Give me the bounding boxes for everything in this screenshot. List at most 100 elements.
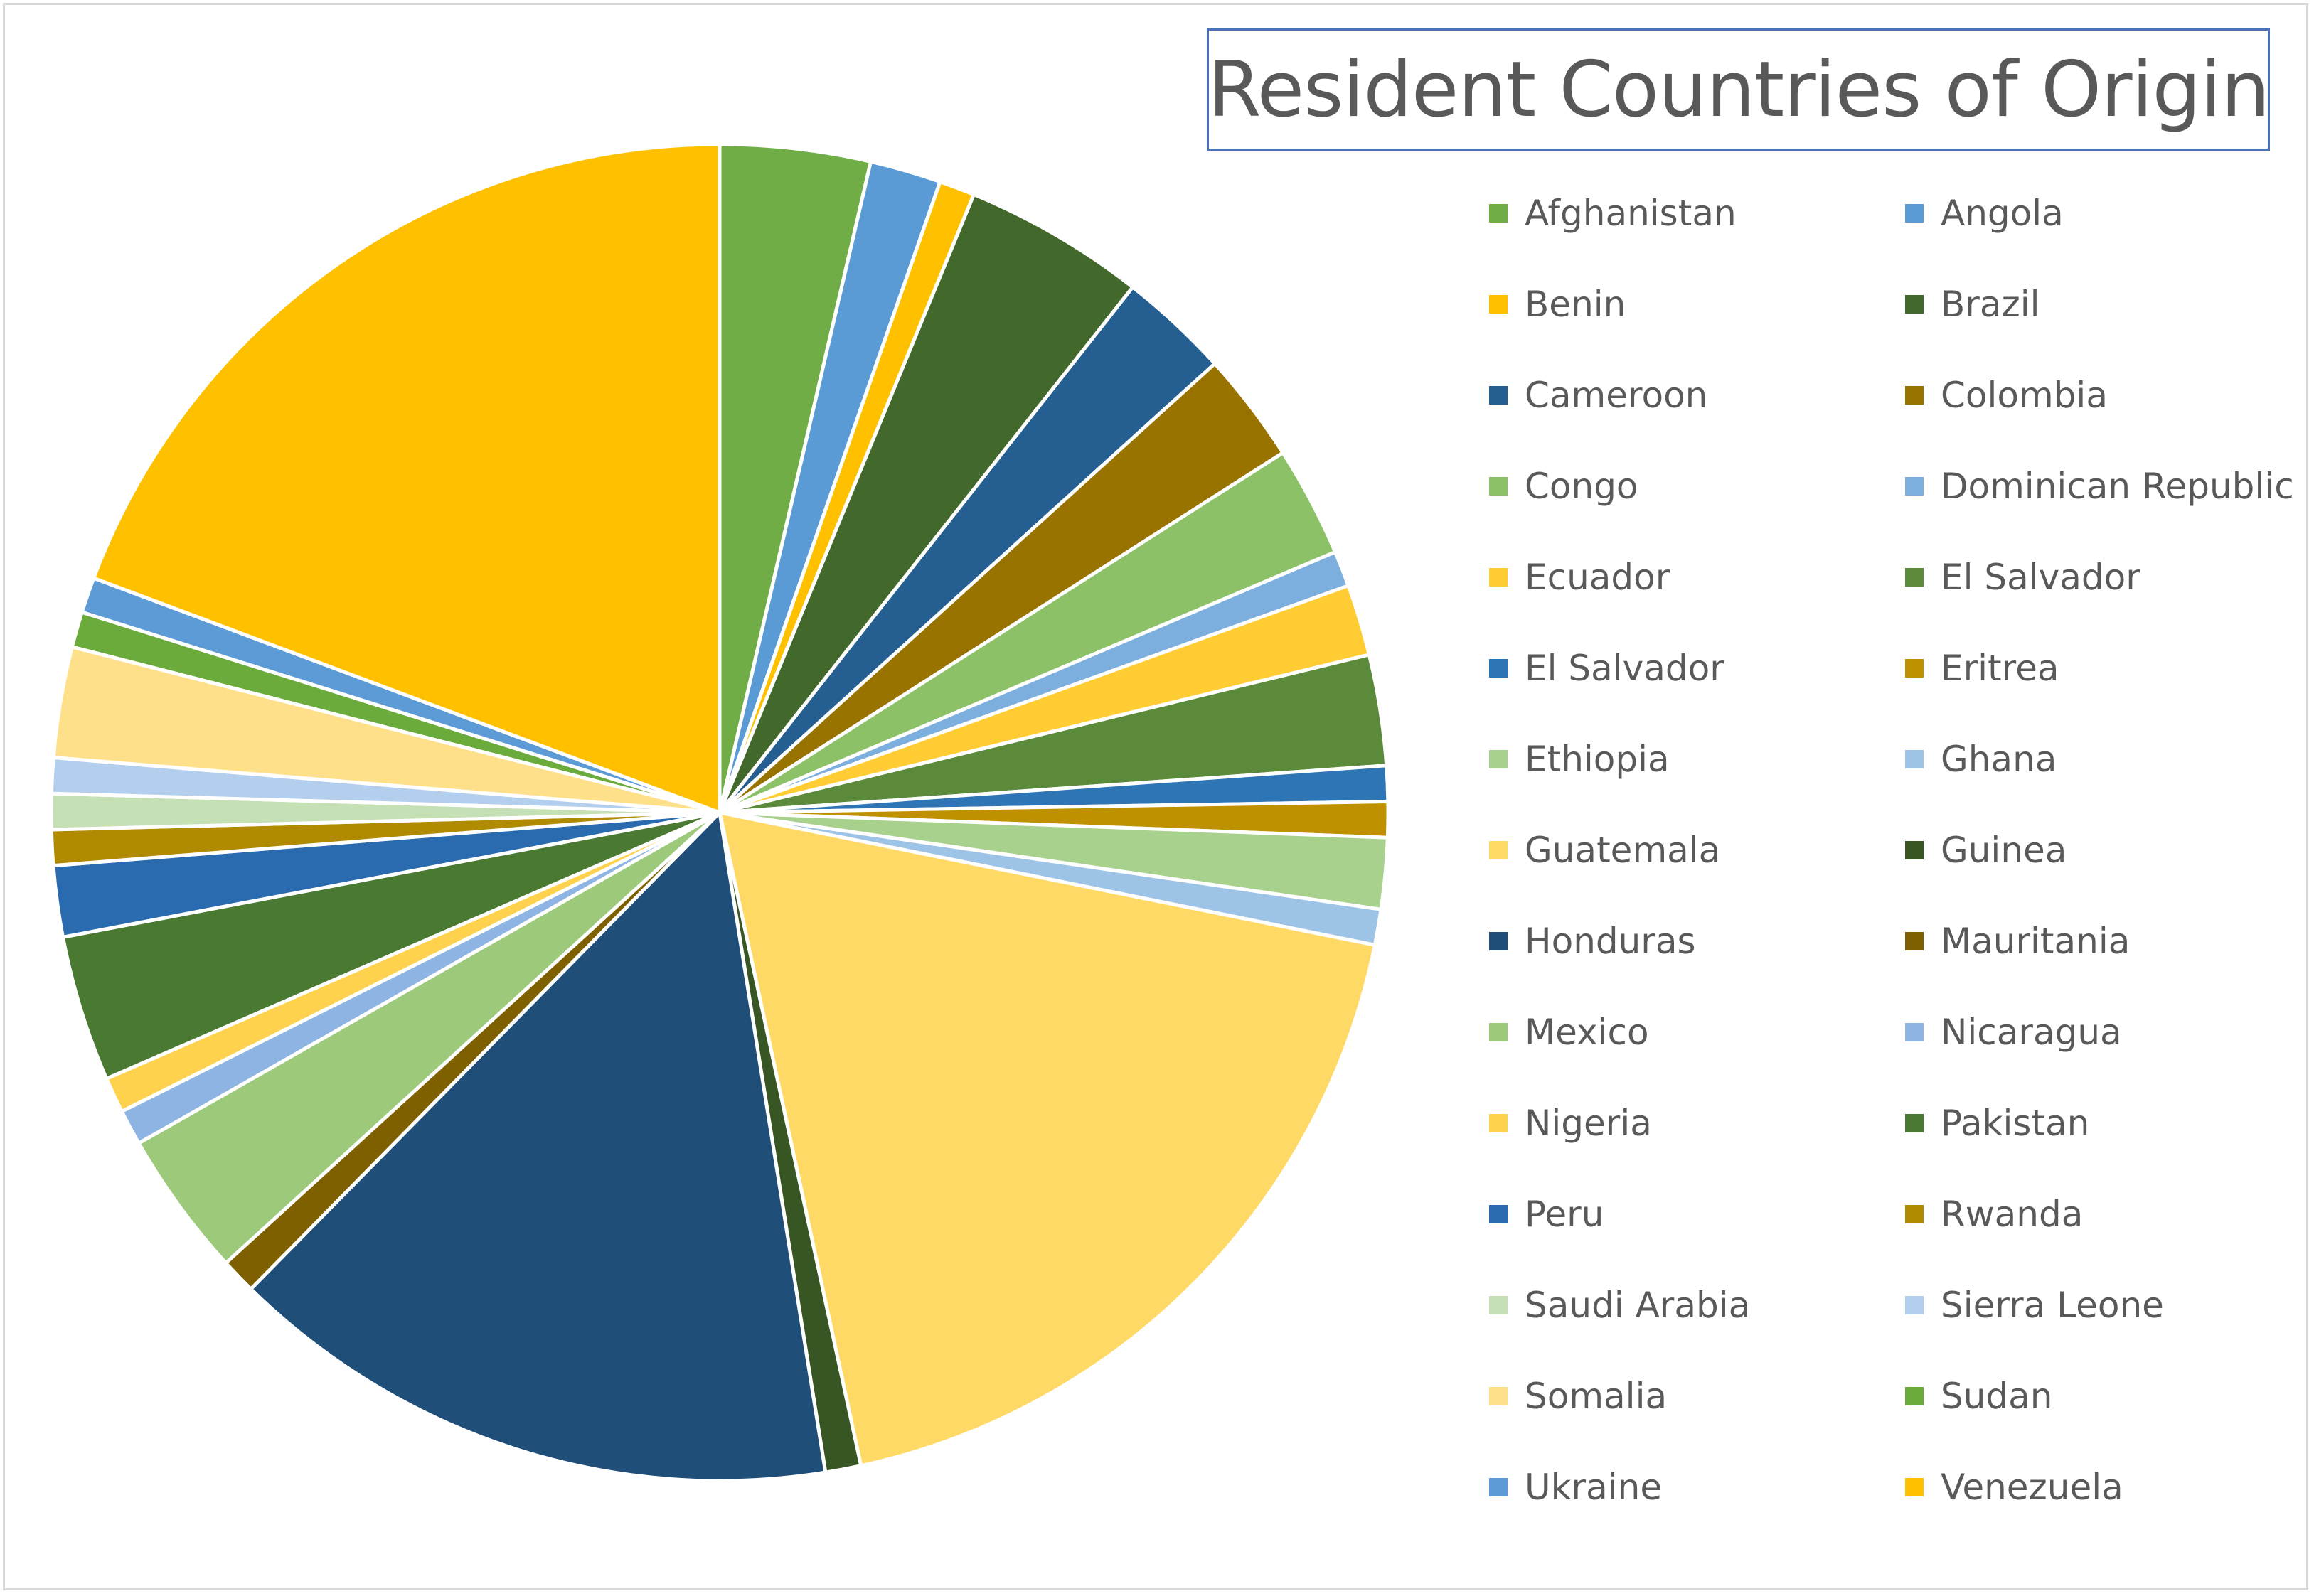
legend-swatch bbox=[1905, 204, 1924, 223]
legend-swatch bbox=[1489, 204, 1508, 223]
legend-label: Guinea bbox=[1941, 830, 2067, 871]
legend-label: Nigeria bbox=[1525, 1103, 1652, 1144]
legend-swatch bbox=[1489, 477, 1508, 496]
legend-swatch bbox=[1905, 1114, 1924, 1132]
legend-swatch bbox=[1905, 295, 1924, 314]
legend-swatch bbox=[1489, 841, 1508, 859]
pie-slices bbox=[49, 142, 1390, 1483]
legend-swatch bbox=[1489, 659, 1508, 678]
legend-item: Eritrea bbox=[1905, 643, 2059, 693]
chart-title: Resident Countries of Origin bbox=[1207, 45, 2269, 134]
legend-item: Guinea bbox=[1905, 825, 2067, 875]
legend-swatch bbox=[1905, 1205, 1924, 1223]
legend-swatch bbox=[1489, 1478, 1508, 1496]
pie-slice-brazil-3 bbox=[718, 193, 1135, 815]
legend-item: Pakistan bbox=[1905, 1098, 2089, 1148]
legend-swatch bbox=[1489, 386, 1508, 405]
legend-item: Mexico bbox=[1489, 1007, 1649, 1057]
legend-label: Afghanistan bbox=[1525, 193, 1737, 234]
pie-slice-pakistan-21 bbox=[60, 810, 722, 1081]
pie-slice-mexico-18 bbox=[137, 810, 722, 1265]
legend-item: Sudan bbox=[1905, 1371, 2053, 1421]
legend-swatch bbox=[1489, 568, 1508, 587]
legend-item: Congo bbox=[1489, 461, 1638, 511]
legend-label: Angola bbox=[1941, 193, 2064, 234]
legend-swatch bbox=[1489, 1114, 1508, 1132]
legend-item: Nigeria bbox=[1489, 1098, 1652, 1148]
legend-item: Venezuela bbox=[1905, 1462, 2123, 1512]
legend-label: Nicaragua bbox=[1941, 1012, 2122, 1053]
legend-label: Benin bbox=[1525, 284, 1626, 325]
legend-swatch bbox=[1489, 750, 1508, 768]
legend-item: Saudi Arabia bbox=[1489, 1280, 1750, 1330]
legend-item: El Salvador bbox=[1905, 552, 2140, 602]
legend-swatch bbox=[1905, 932, 1924, 950]
legend-item: Somalia bbox=[1489, 1371, 1667, 1421]
legend-item: Angola bbox=[1905, 188, 2064, 238]
legend-swatch bbox=[1489, 1205, 1508, 1223]
legend-label: Rwanda bbox=[1941, 1194, 2084, 1235]
legend-label: Somalia bbox=[1525, 1376, 1668, 1417]
legend-item: Nicaragua bbox=[1905, 1007, 2122, 1057]
legend-item: Honduras bbox=[1489, 916, 1696, 966]
legend-label: Congo bbox=[1525, 466, 1638, 507]
legend-swatch bbox=[1489, 1387, 1508, 1405]
legend-label: Sudan bbox=[1941, 1376, 2053, 1417]
legend-item: Sierra Leone bbox=[1905, 1280, 2164, 1330]
legend-label: Mauritania bbox=[1941, 921, 2131, 962]
legend-item: Ukraine bbox=[1489, 1462, 1662, 1512]
legend-label: El Salvador bbox=[1941, 557, 2140, 598]
legend-swatch bbox=[1905, 1296, 1924, 1314]
legend-label: Dominican Republic bbox=[1941, 466, 2294, 507]
legend-item: Mauritania bbox=[1905, 916, 2130, 966]
legend-item: Rwanda bbox=[1905, 1189, 2083, 1239]
legend-item: Dominican Republic bbox=[1905, 461, 2294, 511]
legend-item: El Salvador bbox=[1489, 643, 1724, 693]
legend-label: Eritrea bbox=[1941, 648, 2059, 689]
legend-label: Ecuador bbox=[1525, 557, 1670, 598]
legend-label: Cameroon bbox=[1525, 375, 1708, 416]
legend-swatch bbox=[1489, 1023, 1508, 1041]
pie-slice-venezuela-29 bbox=[92, 142, 722, 815]
legend-swatch bbox=[1905, 841, 1924, 859]
legend-item: Brazil bbox=[1905, 279, 2040, 329]
legend-label: El Salvador bbox=[1525, 648, 1724, 689]
legend-label: Sierra Leone bbox=[1941, 1285, 2164, 1326]
legend-swatch bbox=[1905, 568, 1924, 587]
legend-item: Colombia bbox=[1905, 370, 2108, 420]
legend-label: Saudi Arabia bbox=[1525, 1285, 1751, 1326]
legend-item: Cameroon bbox=[1489, 370, 1707, 420]
legend-swatch bbox=[1905, 1478, 1924, 1496]
pie-slice-honduras-16 bbox=[249, 810, 828, 1483]
legend-item: Ghana bbox=[1905, 734, 2057, 784]
chart-title-box: Resident Countries of Origin bbox=[1207, 28, 2270, 151]
legend-item: Ecuador bbox=[1489, 552, 1670, 602]
legend-item: Peru bbox=[1489, 1189, 1604, 1239]
legend-label: Mexico bbox=[1525, 1012, 1649, 1053]
legend-label: Brazil bbox=[1941, 284, 2040, 325]
legend-label: Colombia bbox=[1941, 375, 2108, 416]
legend-swatch bbox=[1905, 386, 1924, 405]
legend-item: Afghanistan bbox=[1489, 188, 1737, 238]
legend-item: Benin bbox=[1489, 279, 1626, 329]
legend-label: Ethiopia bbox=[1525, 739, 1670, 780]
legend-swatch bbox=[1489, 295, 1508, 314]
legend-label: Honduras bbox=[1525, 921, 1696, 962]
legend-swatch bbox=[1905, 1387, 1924, 1405]
legend-label: Pakistan bbox=[1941, 1103, 2090, 1144]
legend-label: Venezuela bbox=[1941, 1467, 2123, 1508]
legend-label: Ghana bbox=[1941, 739, 2057, 780]
legend-swatch bbox=[1905, 750, 1924, 768]
legend-item: Ethiopia bbox=[1489, 734, 1670, 784]
legend-label: Peru bbox=[1525, 1194, 1604, 1235]
legend-swatch bbox=[1905, 477, 1924, 496]
legend-swatch bbox=[1489, 932, 1508, 950]
pie-slice-guatemala-14 bbox=[718, 810, 1377, 1468]
legend-swatch bbox=[1905, 1023, 1924, 1041]
legend-swatch bbox=[1489, 1296, 1508, 1314]
legend-label: Ukraine bbox=[1525, 1467, 1663, 1508]
legend-swatch bbox=[1905, 659, 1924, 678]
legend-item: Guatemala bbox=[1489, 825, 1720, 875]
legend-label: Guatemala bbox=[1525, 830, 1721, 871]
